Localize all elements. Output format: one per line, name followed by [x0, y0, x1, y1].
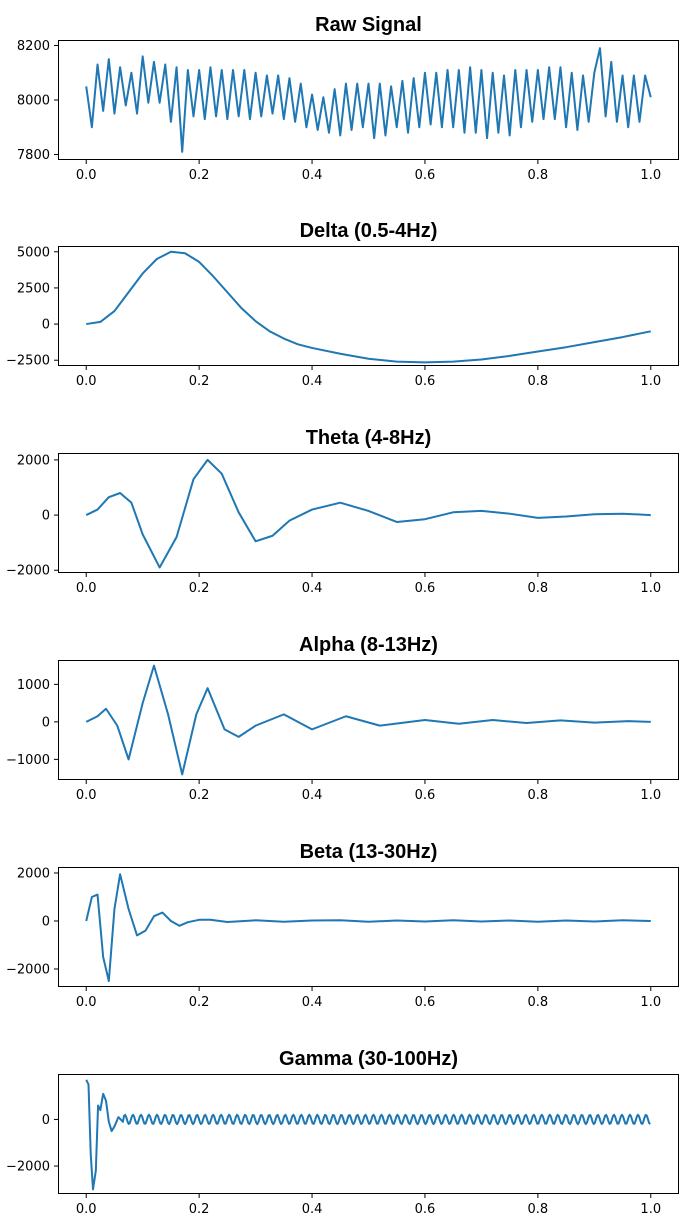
subplot-theta: Theta (4-8Hz) 0.0 0.2 0.4 0.6 0.8 1.0 −2000 0 20…	[6, 427, 679, 596]
x-tick-label: 0.2	[189, 374, 210, 389]
series-line	[85, 47, 652, 153]
x-tick-label: 0.2	[189, 788, 210, 803]
y-tick-label: −2500	[6, 354, 50, 369]
x-tick-label: 0.2	[189, 168, 210, 183]
x-tick-label: 0.6	[415, 581, 436, 596]
x-tick-label: 1.0	[640, 168, 661, 183]
y-tick-label: 0	[42, 915, 50, 930]
x-tick-label: 0.0	[76, 1202, 97, 1217]
y-tick-label: 7800	[17, 148, 50, 163]
x-tick-label: 0.6	[415, 1202, 436, 1217]
y-tick-label: −2000	[6, 963, 50, 978]
subplot-title: Beta (13-30Hz)	[300, 841, 438, 863]
series-line	[85, 458, 651, 569]
y-tick-label: 0	[42, 1113, 50, 1128]
subplot-raw-signal: Raw Signal 0.0 0.2 0.4 0.6 0.8 1.0 7800 8000 820…	[17, 14, 679, 183]
x-tick-label: 0.8	[528, 168, 549, 183]
x-tick-label: 0.6	[415, 374, 436, 389]
x-tick-label: 0.8	[528, 1202, 549, 1217]
x-tick-label: 0.4	[302, 1202, 323, 1217]
subplot-alpha: Alpha (8-13Hz) 0.0 0.2 0.4 0.6 0.8 1.0 −1000 0 1…	[6, 634, 679, 803]
plot-frame	[58, 246, 679, 366]
x-tick-label: 0.2	[189, 995, 210, 1010]
x-tick-label: 0.2	[189, 581, 210, 596]
y-tick-label: −2000	[6, 1160, 50, 1175]
plot-frame	[58, 660, 679, 780]
y-tick-label: 0	[42, 318, 50, 333]
y-tick-label: 5000	[17, 245, 50, 260]
subplot-gamma: Gamma (30-100Hz) 0.0 0.2 0.4 0.6 0.8 1.0 −2000…	[6, 1048, 679, 1217]
series-line	[85, 1079, 651, 1191]
plot-frame	[58, 1074, 679, 1194]
y-tick-label: −1000	[6, 753, 50, 768]
x-tick-label: 0.8	[528, 581, 549, 596]
x-tick-label: 0.0	[76, 168, 97, 183]
series-line	[85, 664, 651, 776]
x-tick-label: 1.0	[640, 788, 661, 803]
y-tick-label: −2000	[6, 564, 50, 579]
y-tick-label: 0	[42, 715, 50, 730]
x-tick-label: 0.0	[76, 374, 97, 389]
x-tick-label: 0.6	[415, 168, 436, 183]
x-tick-label: 1.0	[640, 995, 661, 1010]
x-tick-label: 0.4	[302, 168, 323, 183]
x-tick-label: 0.4	[302, 995, 323, 1010]
x-tick-label: 0.6	[415, 995, 436, 1010]
y-tick-label: 8000	[17, 94, 50, 109]
y-tick-label: 1000	[17, 678, 50, 693]
subplot-title: Theta (4-8Hz)	[306, 427, 432, 449]
y-tick-label: 8200	[17, 39, 50, 54]
subplot-beta: Beta (13-30Hz) 0.0 0.2 0.4 0.6 0.8 1.0 −2000 0 2…	[6, 841, 679, 1010]
x-tick-label: 0.0	[76, 581, 97, 596]
x-tick-label: 1.0	[640, 374, 661, 389]
x-tick-label: 0.4	[302, 788, 323, 803]
subplot-title: Raw Signal	[315, 14, 422, 36]
series-line	[86, 250, 651, 364]
subplot-delta: Delta (0.5-4Hz) 0.0 0.2 0.4 0.6 0.8 1.0 −2500 0…	[6, 220, 679, 389]
y-tick-label: 0	[42, 509, 50, 524]
y-tick-label: 2500	[17, 281, 50, 296]
x-tick-label: 0.6	[415, 788, 436, 803]
subplot-title: Gamma (30-100Hz)	[279, 1048, 458, 1070]
subplot-title: Delta (0.5-4Hz)	[300, 220, 438, 242]
x-tick-label: 1.0	[640, 1202, 661, 1217]
plot-frame	[58, 453, 679, 573]
x-tick-label: 0.8	[528, 374, 549, 389]
x-tick-label: 0.2	[189, 1202, 210, 1217]
plot-frame	[58, 40, 679, 160]
series-line	[85, 873, 651, 982]
x-tick-label: 1.0	[640, 581, 661, 596]
x-tick-label: 0.8	[528, 788, 549, 803]
x-tick-label: 0.8	[528, 995, 549, 1010]
y-tick-label: 2000	[17, 453, 50, 468]
x-tick-label: 0.0	[76, 995, 97, 1010]
subplot-title: Alpha (8-13Hz)	[299, 634, 438, 656]
x-tick-label: 0.4	[302, 581, 323, 596]
x-tick-label: 0.0	[76, 788, 97, 803]
y-tick-label: 2000	[17, 867, 50, 882]
plot-frame	[58, 867, 679, 987]
x-tick-label: 0.4	[302, 374, 323, 389]
